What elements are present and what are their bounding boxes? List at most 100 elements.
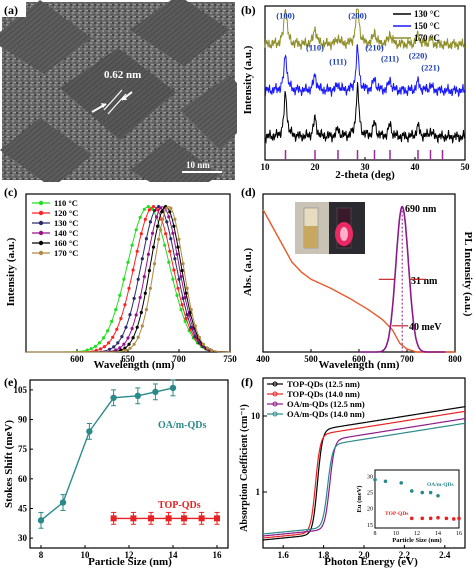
data-point	[152, 388, 159, 396]
inset-data-point	[428, 490, 433, 495]
y-tick-label: 1	[256, 487, 261, 497]
pl-series-point	[201, 342, 206, 346]
pl-series-point	[124, 325, 128, 329]
x-tick-label: 2.4	[439, 550, 451, 560]
legend-label: 140 °C	[54, 228, 78, 238]
inset-data-point	[399, 481, 404, 485]
series-label-top: TOP-QDs	[158, 500, 201, 511]
data-point	[134, 392, 141, 400]
inset-y-tick-label: 30	[367, 474, 373, 480]
pl-series-point	[128, 346, 132, 350]
data-point	[86, 428, 93, 435]
legend-marker	[38, 220, 44, 226]
panel-a-tem-image: 0.62 nm 10 nm (a)	[0, 0, 237, 182]
pl-series-point	[165, 220, 169, 224]
vial-photo-inset	[295, 202, 365, 254]
data-point	[110, 394, 117, 401]
inset-x-tick-label: 12	[414, 531, 420, 537]
data-point	[148, 515, 154, 522]
inset-y-tick-label: 15	[367, 523, 373, 529]
absorption-series-line	[262, 418, 466, 537]
legend-label: TOP-QDs (14.0 nm)	[287, 389, 360, 399]
pl-series-point	[135, 325, 139, 329]
x-tick-label: 650	[121, 354, 135, 364]
pl-series-point	[131, 336, 135, 340]
peak-label: (111)	[329, 57, 347, 67]
xrd-series-line	[264, 82, 465, 145]
legend-label: 130 °C	[414, 9, 440, 19]
pl-series-point	[187, 313, 191, 317]
x-tick-label: 2.0	[358, 550, 370, 560]
pl-series-point	[89, 347, 93, 351]
pl-series-point	[144, 237, 148, 241]
pl-series-point	[146, 252, 150, 256]
pl-series-point	[168, 249, 172, 253]
stokes-shift-label: 40 meV	[409, 322, 442, 333]
xrd-series-line	[264, 43, 465, 98]
legend-label: 150 °C	[414, 21, 440, 31]
x-tick-label: 14	[169, 550, 179, 560]
pl-series-point	[139, 310, 143, 315]
inset-x-tick-label: 10	[393, 531, 399, 537]
pl-series-point	[181, 262, 185, 266]
fwhm-label: 31 nm	[411, 276, 438, 287]
pl-series-point	[134, 228, 138, 232]
pl-series-point	[130, 326, 134, 331]
x-tick-label: 10	[81, 550, 91, 560]
panel-f-label: (f)	[241, 375, 253, 389]
pl-series	[26, 206, 230, 353]
peak-label: (211)	[381, 53, 399, 63]
x-tick-label: 800	[448, 354, 462, 364]
legend-marker	[38, 210, 44, 216]
pl-series-point	[175, 252, 179, 256]
pl-series-point	[148, 220, 152, 224]
pl-series-point	[94, 348, 98, 352]
pl-series-point	[179, 275, 183, 279]
pl-series-point	[150, 231, 155, 235]
panel-e-label: (e)	[4, 375, 17, 389]
pl-series-point	[143, 217, 147, 221]
data-point	[59, 499, 67, 506]
pl-series-point	[147, 269, 151, 273]
pl-series-point	[106, 329, 110, 333]
inset-y-tick-label: 25	[367, 491, 373, 497]
pl-series-point	[93, 344, 97, 348]
panel-e-ylabel: Stokes Shift (meV)	[3, 420, 15, 508]
inset-data-point	[457, 516, 461, 521]
x-tick-label: 1.8	[318, 550, 330, 560]
panel-b-ylabel: Intensity (a.u.)	[242, 45, 254, 114]
pl-series-point	[193, 324, 197, 328]
pl-series-point	[160, 210, 164, 214]
pl-series-point	[112, 345, 116, 349]
x-tick-label: 20	[311, 162, 321, 172]
inset-data-point	[436, 515, 440, 520]
x-tick-label: 8	[39, 550, 44, 560]
pl-series-point	[188, 310, 192, 315]
inset-data-point	[409, 489, 414, 493]
pl-series-point	[140, 324, 144, 328]
pl-series-point	[210, 348, 214, 352]
pl-series-point	[167, 260, 171, 264]
pl-series-point	[180, 269, 184, 273]
legend-label: OA/m-QDs (14.0 nm)	[287, 409, 365, 419]
legend-marker	[38, 250, 44, 256]
data-point	[214, 515, 220, 522]
pl-series-point	[179, 308, 183, 312]
pl-series-point	[177, 277, 181, 281]
y-tick-label: 45	[18, 503, 28, 513]
inset-series-label: OA/m-QDs	[427, 482, 454, 488]
pl-series-point	[151, 245, 156, 249]
absorption-series	[262, 410, 466, 539]
data-point	[169, 384, 177, 392]
pl-series-point	[143, 291, 147, 295]
pl-series-point	[169, 237, 173, 241]
x-tick-label: 700	[400, 354, 414, 364]
legend-label: TOP-QDs (12.5 nm)	[287, 379, 360, 389]
legend-marker	[272, 411, 278, 417]
pl-series-point	[127, 342, 131, 346]
legend-label: OA/m-QDs (12.5 nm)	[287, 399, 365, 409]
pl-series-point	[98, 347, 103, 351]
pl-series-point	[126, 260, 130, 264]
inset-data-point	[373, 477, 377, 482]
pl-series-point	[183, 295, 187, 300]
